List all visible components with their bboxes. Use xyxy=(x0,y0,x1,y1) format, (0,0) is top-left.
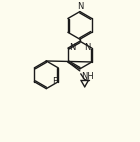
Text: N: N xyxy=(85,43,91,52)
Text: NH: NH xyxy=(81,72,94,81)
Text: N: N xyxy=(77,2,83,11)
Text: N: N xyxy=(69,43,75,52)
Text: F: F xyxy=(52,77,57,86)
